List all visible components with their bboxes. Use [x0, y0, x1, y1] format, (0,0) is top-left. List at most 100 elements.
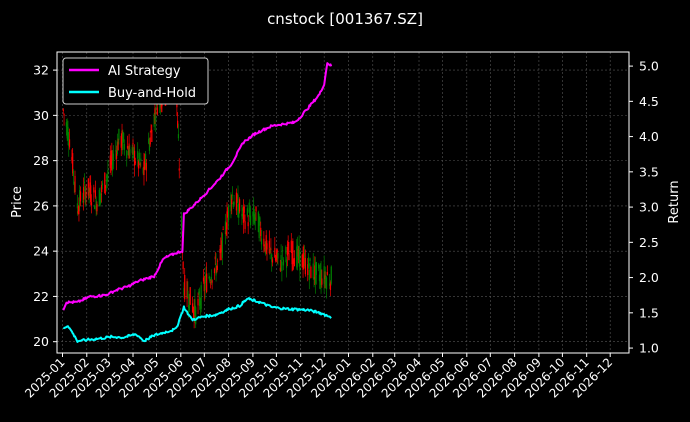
candle-body	[260, 227, 262, 237]
candle-body	[202, 277, 205, 282]
candle-body	[189, 287, 191, 305]
candle-body	[233, 201, 235, 205]
plot-area-frame	[56, 51, 630, 354]
candle-body	[237, 194, 239, 218]
candle-body	[123, 143, 125, 150]
left-axis-label: Price	[10, 186, 25, 218]
candle-body	[276, 249, 278, 257]
candle-body	[109, 155, 111, 169]
candle-body	[263, 238, 265, 247]
legend-label-buy-and-hold: Buy-and-Hold	[108, 86, 196, 101]
candle-body	[221, 233, 223, 258]
candle-body	[216, 266, 218, 272]
candle-body	[148, 138, 150, 144]
candle-body	[314, 265, 316, 279]
candle-body	[318, 264, 320, 269]
left-tick-label: 28	[33, 153, 49, 168]
candle-body	[208, 276, 210, 278]
candle-body	[199, 296, 201, 307]
candle-body	[285, 259, 288, 268]
candle-body	[271, 254, 273, 262]
candle-body	[105, 179, 107, 182]
candle-body	[325, 276, 327, 286]
candle-body	[183, 288, 185, 296]
candle-body	[307, 257, 310, 268]
candle-body	[242, 208, 244, 211]
candle-body	[304, 257, 306, 275]
candle-body	[143, 161, 145, 175]
candle-body	[96, 203, 98, 212]
candle-body	[193, 307, 195, 321]
candle-body	[126, 150, 128, 159]
right-tick-label: 3.0	[639, 200, 659, 215]
candle-body	[198, 291, 200, 294]
candle-body	[291, 249, 293, 265]
candle-body	[76, 203, 78, 209]
candle-body	[282, 250, 284, 252]
candle-body	[154, 108, 156, 115]
candle-body	[126, 145, 129, 149]
candle-body	[235, 192, 238, 211]
right-tick-label: 1.5	[639, 305, 659, 320]
candle-body	[324, 275, 326, 279]
candle-body	[106, 175, 108, 179]
candle-body	[107, 170, 109, 175]
candle-body	[248, 210, 250, 212]
candle-body	[225, 231, 227, 235]
candle-body	[247, 222, 249, 227]
candle-body	[149, 137, 151, 145]
candle-body	[85, 191, 87, 197]
candle-body	[77, 211, 79, 214]
candle-body	[209, 278, 211, 282]
candle-body	[118, 128, 120, 141]
candle-body	[148, 143, 151, 151]
candle-body	[188, 293, 191, 311]
candle-body	[155, 116, 157, 121]
right-tick-label: 1.0	[639, 341, 659, 356]
candle-body	[128, 143, 130, 159]
candle-body	[220, 240, 223, 253]
candle-body	[287, 244, 289, 246]
candle-body	[133, 147, 135, 158]
left-tick-label: 30	[33, 108, 49, 123]
candle-body	[319, 271, 321, 282]
candle-body	[84, 189, 86, 203]
candle-body	[115, 150, 117, 152]
candle-body	[270, 248, 272, 250]
candle-body	[243, 206, 245, 213]
candle-body	[302, 255, 304, 270]
candle-body	[293, 257, 296, 267]
candle-body	[214, 256, 216, 260]
candle-body	[134, 161, 136, 164]
candle-body	[78, 205, 80, 215]
candle-body	[219, 248, 221, 253]
candle-body	[192, 307, 194, 313]
candle-body	[281, 261, 283, 271]
left-tick-label: 32	[33, 63, 49, 78]
candle-body	[156, 107, 158, 115]
grid	[57, 52, 629, 353]
candle-body	[266, 243, 268, 250]
candle-body	[308, 269, 310, 280]
candle-body	[210, 277, 212, 283]
candle-body	[132, 142, 134, 145]
candle-body	[224, 221, 227, 235]
right-tick-label: 2.5	[639, 235, 659, 250]
candle-body	[71, 157, 73, 161]
candle-body	[63, 114, 65, 116]
candle-body	[72, 153, 74, 174]
candle-body	[65, 122, 68, 127]
candle-body	[253, 214, 256, 224]
candle-body	[205, 274, 207, 277]
candle-body	[68, 142, 70, 146]
candle-body	[259, 217, 261, 223]
candle-body	[244, 221, 246, 230]
candle-body	[227, 214, 229, 217]
candle-body	[265, 235, 267, 253]
candle-body	[315, 262, 317, 275]
candle-body	[83, 181, 86, 184]
candle-body	[268, 240, 270, 254]
candle-body	[138, 152, 140, 162]
candle-body	[133, 150, 136, 166]
candle-body	[288, 253, 290, 261]
